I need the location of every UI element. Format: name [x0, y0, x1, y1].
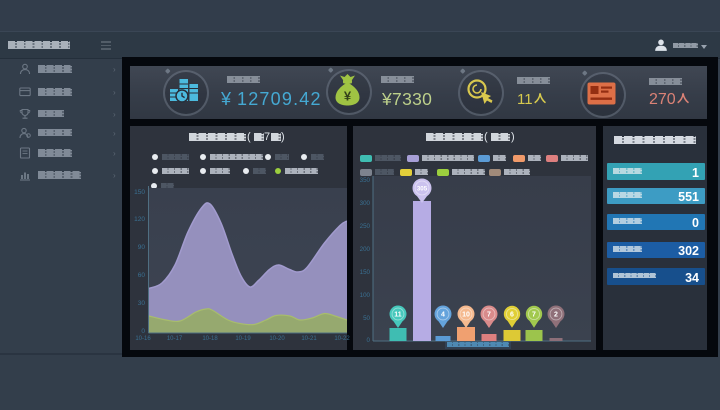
- svg-text:7: 7: [532, 311, 536, 318]
- svg-text:10: 10: [462, 311, 470, 318]
- svg-text:11: 11: [394, 311, 402, 318]
- svg-text:¥: ¥: [344, 89, 352, 104]
- svg-text:2: 2: [554, 311, 558, 318]
- svg-text:6: 6: [510, 311, 514, 318]
- svg-text:4: 4: [441, 311, 445, 318]
- svg-text:7: 7: [487, 311, 491, 318]
- svg-text:305: 305: [417, 185, 428, 192]
